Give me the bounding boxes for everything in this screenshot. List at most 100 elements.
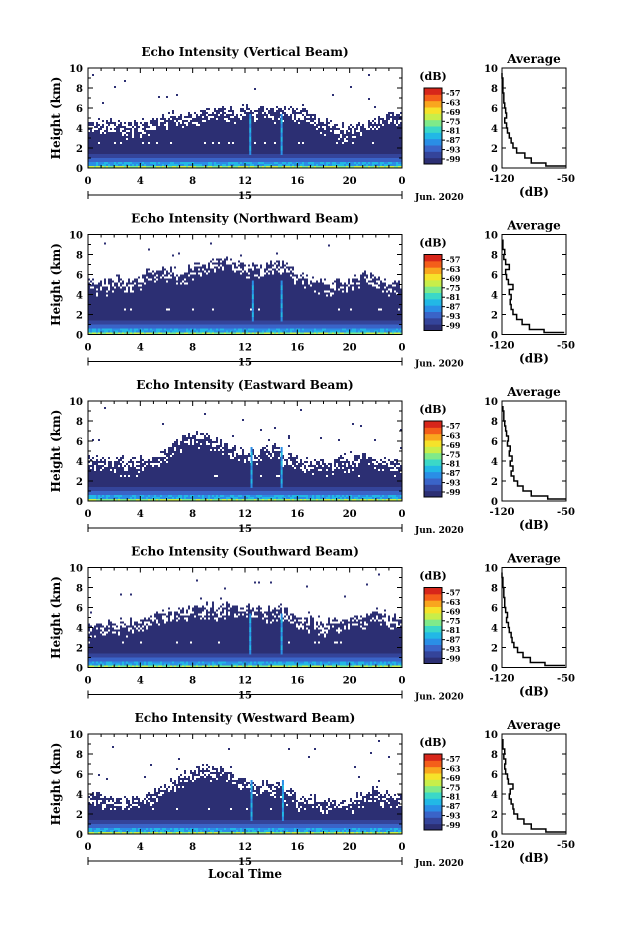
echo-cell — [290, 142, 292, 144]
echo-cell — [320, 126, 322, 128]
echo-cell — [322, 130, 324, 132]
echo-cell — [100, 304, 102, 307]
echo-cell — [380, 136, 382, 138]
echo-cell — [210, 156, 212, 158]
echo-cell — [164, 120, 166, 122]
echo-cell — [314, 114, 316, 116]
echo-cell — [212, 158, 214, 160]
echo-cell — [314, 116, 316, 118]
echo-cell — [318, 136, 320, 138]
echo-cell — [116, 328, 118, 331]
echo-cell — [132, 144, 134, 146]
echo-cell — [218, 126, 220, 128]
echo-cell — [156, 124, 158, 126]
echo-cell — [96, 316, 98, 319]
echo-cell — [350, 124, 352, 126]
echo-cell — [126, 308, 128, 311]
echo-cell — [300, 136, 302, 138]
echo-cell — [142, 140, 144, 142]
echo-cell — [114, 296, 116, 299]
echo-cell — [244, 144, 246, 146]
echo-cell — [140, 308, 142, 311]
echo-cell — [386, 124, 388, 126]
echo-cell — [148, 322, 150, 325]
echo-cell — [92, 154, 94, 156]
echo-cell — [152, 124, 154, 126]
echo-cell — [290, 150, 292, 152]
echo-cell — [94, 156, 96, 158]
echo-cell — [344, 158, 346, 160]
echo-cell — [276, 130, 278, 132]
echo-cell — [148, 328, 150, 331]
echo-cell — [132, 330, 134, 333]
echo-cell — [90, 124, 92, 126]
echo-cell — [284, 130, 286, 132]
echo-cell — [214, 146, 216, 148]
echo-cell — [104, 278, 106, 281]
echo-cell — [120, 294, 122, 297]
echo-cell — [270, 130, 272, 132]
echo-cell — [120, 332, 122, 335]
echo-cell — [320, 140, 322, 142]
echo-cell — [136, 292, 138, 295]
echo-cell — [150, 162, 152, 164]
echo-cell — [336, 138, 338, 140]
echo-cell — [182, 128, 184, 130]
echo-cell — [88, 298, 90, 301]
echo-cell — [134, 302, 136, 305]
echo-cell — [256, 114, 258, 116]
echo-cell — [214, 154, 216, 156]
echo-cell — [130, 314, 132, 317]
echo-cell — [376, 164, 378, 166]
echo-cell — [134, 120, 136, 122]
echo-cell — [232, 140, 234, 142]
echo-cell — [90, 330, 92, 333]
echo-cell — [152, 282, 154, 285]
echo-cell — [258, 146, 260, 148]
echo-cell — [130, 124, 132, 126]
echo-cell — [356, 132, 358, 134]
echo-cell — [250, 164, 252, 166]
echo-cell — [110, 160, 112, 162]
echo-cell — [238, 132, 240, 134]
echo-cell — [182, 156, 184, 158]
echo-cell — [122, 144, 124, 146]
echo-cell — [288, 156, 290, 158]
echo-cell — [160, 158, 162, 160]
echo-cell — [222, 130, 224, 132]
echo-cell — [348, 160, 350, 162]
echo-cell — [386, 122, 388, 124]
echo-cell — [158, 296, 160, 299]
echo-cell — [314, 118, 316, 120]
echo-cell — [332, 132, 334, 134]
echo-cell — [138, 316, 140, 319]
echo-cell — [326, 160, 328, 162]
echo-cell — [156, 304, 158, 307]
echo-cell — [88, 292, 90, 295]
echo-cell — [126, 132, 128, 134]
echo-cell — [394, 142, 396, 144]
echo-cell — [120, 144, 122, 146]
echo-cell — [110, 164, 112, 166]
echo-cell — [312, 138, 314, 140]
echo-cell — [214, 136, 216, 138]
echo-cell — [400, 122, 402, 124]
echo-cell — [232, 110, 234, 112]
echo-cell — [186, 128, 188, 130]
echo-cell — [304, 116, 306, 118]
echo-cell — [370, 144, 372, 146]
echo-cell — [148, 150, 150, 152]
echo-cell — [144, 290, 146, 293]
echo-cell — [164, 296, 166, 299]
echo-cell — [360, 140, 362, 142]
echo-cell — [162, 270, 164, 273]
echo-cell — [128, 146, 130, 148]
echo-cell — [152, 120, 154, 122]
echo-cell — [132, 288, 134, 291]
echo-cell — [120, 146, 122, 148]
echo-cell — [224, 132, 226, 134]
echo-cell — [136, 142, 138, 144]
echo-cell — [388, 160, 390, 162]
echo-cell — [136, 322, 138, 325]
echo-cell — [258, 154, 260, 156]
